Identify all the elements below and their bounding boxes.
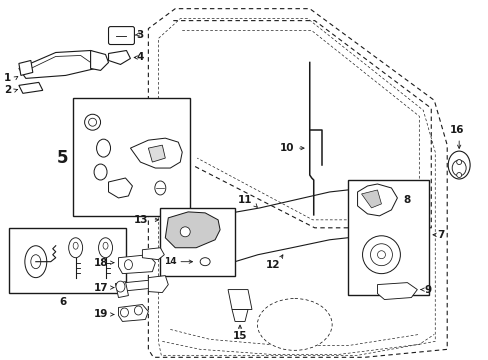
Ellipse shape — [84, 114, 101, 130]
Polygon shape — [232, 310, 247, 321]
Ellipse shape — [377, 251, 385, 259]
Text: 14: 14 — [164, 257, 177, 266]
Ellipse shape — [155, 181, 165, 195]
Polygon shape — [108, 178, 132, 198]
Text: 11: 11 — [237, 195, 251, 205]
Polygon shape — [148, 276, 168, 293]
Polygon shape — [115, 280, 158, 292]
Text: 16: 16 — [449, 125, 464, 135]
Text: 17: 17 — [94, 283, 108, 293]
Polygon shape — [227, 289, 251, 310]
Polygon shape — [19, 50, 105, 78]
Polygon shape — [19, 82, 42, 93]
Polygon shape — [90, 50, 108, 71]
Text: 12: 12 — [265, 260, 279, 270]
Polygon shape — [377, 283, 416, 300]
Polygon shape — [19, 60, 33, 75]
Polygon shape — [361, 190, 381, 208]
Polygon shape — [357, 184, 397, 216]
Bar — [9, 228, 126, 293]
Ellipse shape — [456, 172, 461, 177]
Ellipse shape — [94, 164, 107, 180]
Text: 1: 1 — [3, 73, 11, 84]
Ellipse shape — [456, 159, 461, 165]
Text: 13: 13 — [134, 215, 148, 225]
Ellipse shape — [257, 298, 331, 350]
Ellipse shape — [362, 236, 400, 274]
Text: 6: 6 — [59, 297, 66, 306]
Ellipse shape — [180, 227, 190, 237]
Text: 10: 10 — [280, 143, 294, 153]
Ellipse shape — [370, 244, 392, 266]
Text: 2: 2 — [3, 85, 11, 95]
Ellipse shape — [99, 238, 112, 258]
Text: 5: 5 — [57, 149, 68, 167]
Ellipse shape — [31, 255, 41, 269]
Text: 9: 9 — [424, 284, 430, 294]
Text: 18: 18 — [94, 258, 108, 268]
Bar — [160, 208, 235, 276]
Ellipse shape — [120, 308, 128, 317]
Polygon shape — [165, 212, 220, 248]
Polygon shape — [118, 305, 148, 321]
Text: 8: 8 — [403, 195, 410, 205]
Ellipse shape — [200, 258, 210, 266]
Ellipse shape — [451, 160, 465, 176]
Polygon shape — [130, 138, 182, 168]
Ellipse shape — [447, 151, 469, 179]
Text: 15: 15 — [232, 332, 247, 341]
Ellipse shape — [134, 306, 142, 315]
Ellipse shape — [88, 118, 96, 126]
Bar — [347, 180, 428, 294]
Text: 7: 7 — [436, 230, 444, 240]
Polygon shape — [142, 248, 164, 260]
Text: 4: 4 — [136, 53, 143, 63]
FancyBboxPatch shape — [108, 27, 134, 45]
Ellipse shape — [124, 260, 132, 270]
Polygon shape — [118, 255, 155, 274]
Ellipse shape — [68, 238, 82, 258]
Text: 3: 3 — [136, 30, 143, 40]
Text: 19: 19 — [94, 310, 108, 319]
Polygon shape — [108, 50, 130, 64]
Ellipse shape — [116, 281, 125, 292]
Ellipse shape — [103, 242, 108, 249]
Bar — [73, 98, 190, 216]
Ellipse shape — [73, 242, 78, 249]
Polygon shape — [148, 145, 165, 162]
Ellipse shape — [96, 139, 110, 157]
Polygon shape — [115, 282, 128, 298]
Ellipse shape — [25, 246, 47, 278]
